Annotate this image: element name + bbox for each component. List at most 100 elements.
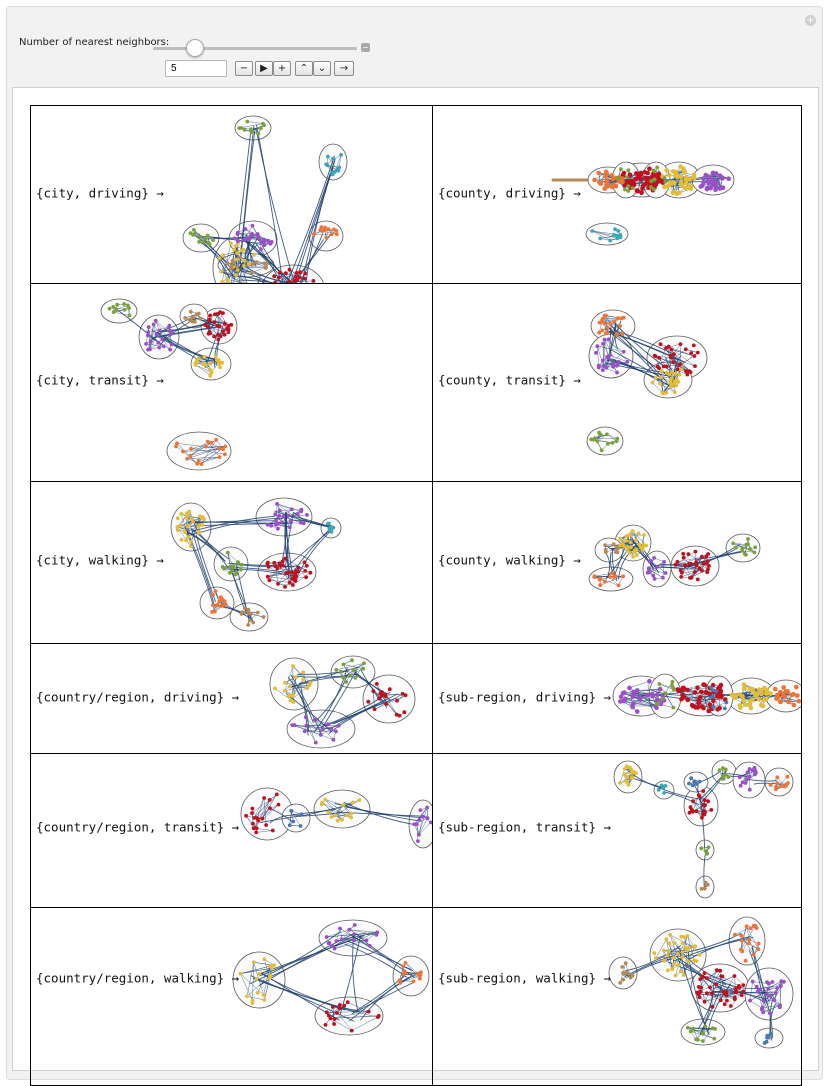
graph-edge [254,799,270,819]
graph-node [609,173,614,178]
cell-sub-region-walking: {sub-region, walking} → [433,908,801,1085]
graph-node [621,971,625,975]
graph-node [175,525,180,529]
graph-node [694,809,699,814]
graph-node [740,780,745,785]
graph-edge [761,988,769,1010]
graph-edge [664,953,678,962]
graph-node [199,462,204,466]
graph-edge [597,345,624,353]
graph-node [193,363,198,367]
graph-node [351,668,356,672]
graph-edge [306,723,329,726]
graph-node [606,356,611,360]
slower-button[interactable]: ⌄ [313,61,331,76]
graph-node [701,682,706,687]
graph-node [339,153,343,157]
graph-node [615,316,620,321]
graph-node [718,998,723,1003]
graph-node [239,562,244,567]
neighbors-value-field[interactable]: 5 [165,60,227,77]
graph-node [744,777,749,782]
graph-node [246,610,250,614]
graph-node [403,971,408,975]
graph-edge [692,801,704,812]
graph-edge [302,672,308,689]
graph-node [718,174,724,180]
graph-edge [218,601,246,616]
graph-node [292,278,297,283]
cell-label: {sub-region, transit} → [437,819,612,835]
play-button[interactable]: ▶ [255,61,273,76]
graph-node [689,575,694,580]
graph-edge [349,929,377,936]
graph-node [115,302,120,307]
graph-edges [240,924,422,1031]
graph-nodes [618,923,786,1045]
graph-edge [251,794,277,814]
graph-edge [289,686,308,689]
faster-button[interactable]: ⌃ [295,61,313,76]
graph-node [182,528,187,533]
graph-node [630,529,635,533]
graph-node [603,331,608,336]
graph-node [242,263,246,268]
neighbors-slider[interactable] [153,47,357,50]
graph-node [731,541,736,546]
graph-edge [204,356,221,368]
graph-edge [190,516,201,542]
decrement-button[interactable]: − [235,61,253,76]
graph-edge [220,271,244,283]
graph-node [701,812,706,817]
graph-node [213,354,218,359]
graph-node [219,604,224,608]
graph-node [293,576,298,581]
graph-edge [327,164,340,168]
graph-node [686,959,691,964]
cell-label: {country/region, walking} → [36,970,240,986]
graph-node [601,341,605,346]
graph-edge [594,572,613,577]
graph-node [603,179,609,184]
graph-node [733,545,738,550]
graph-edge [720,975,742,996]
cluster-hull [199,586,235,620]
graph-node [332,1022,336,1026]
graph-node [664,390,669,395]
graph-node [678,568,683,573]
slider-thumb[interactable] [186,39,204,57]
graph-edge [657,355,671,367]
graph-node [267,976,272,981]
graph-node [673,973,678,978]
slider-label: Number of nearest neighbors: [19,37,170,48]
direction-button[interactable]: → [334,61,354,76]
graph-node [650,380,655,385]
graph-node [765,1035,769,1040]
graph-edge [284,666,294,691]
graph-edge [687,551,742,568]
graph-edge [274,276,283,283]
graph-node [738,947,743,952]
graph-node [644,543,648,548]
graph-edge [343,801,419,826]
graph-node [654,692,660,697]
graph-node [697,566,702,571]
graph-edge [689,569,709,579]
graph-node [791,692,796,697]
graph-node [668,378,673,383]
graph-node [756,947,761,952]
graph-sub-region-driving [612,673,801,719]
graph-edge [604,544,616,553]
graph-node [688,1029,693,1034]
graph-node [669,180,675,185]
increment-button[interactable]: + [273,61,291,76]
cell-label: {city, transit} → [36,372,164,388]
graph-edge [592,230,611,241]
graph-edge [351,1016,379,1031]
graph-node [600,368,605,372]
slider-expand-icon[interactable]: − [361,43,370,52]
graph-edge [660,376,675,384]
graph-node [709,991,714,996]
graph-node [692,175,697,181]
panel-options-icon[interactable]: + [805,15,816,26]
